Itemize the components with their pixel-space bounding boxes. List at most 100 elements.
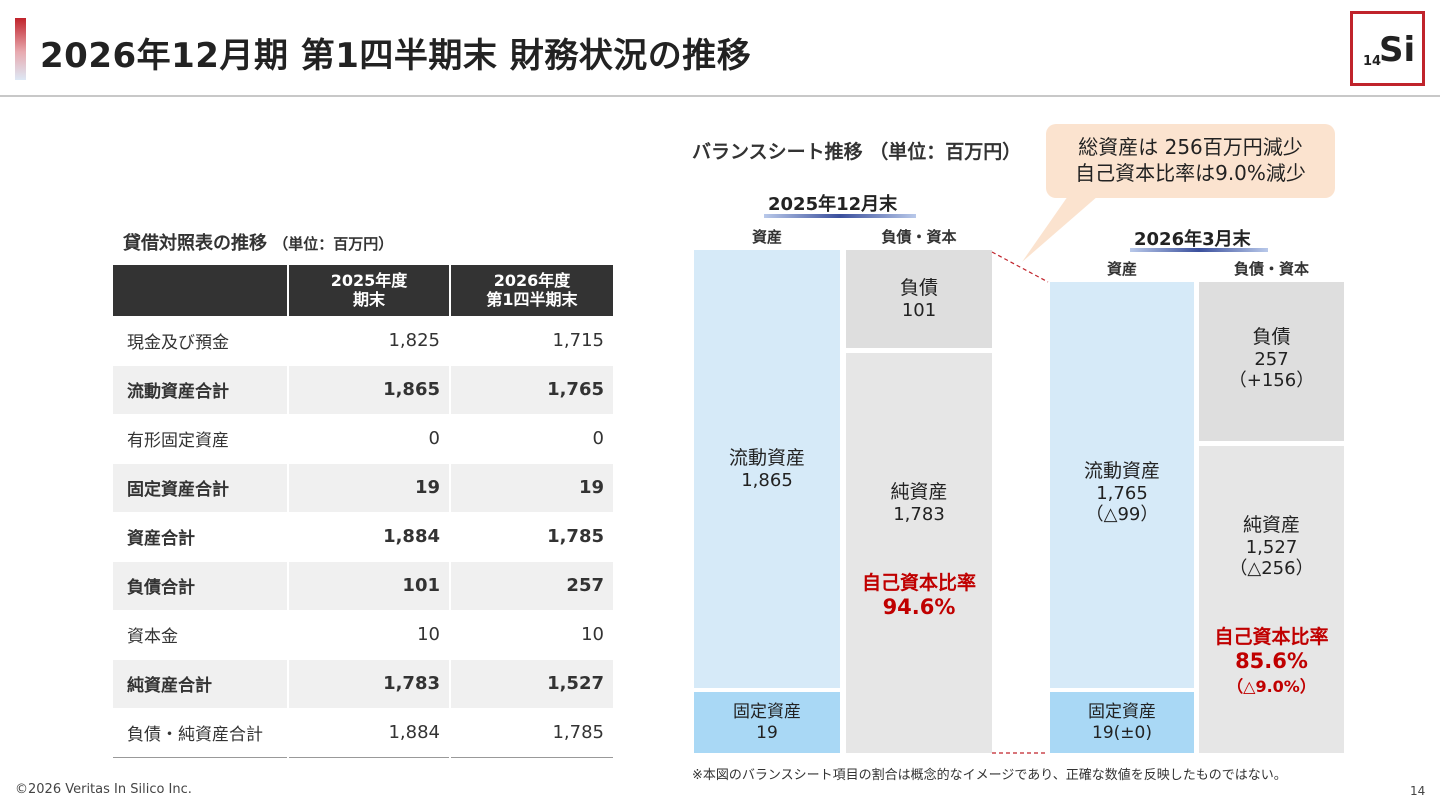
- table-row: 流動資産合計 1,865 1,765: [113, 365, 613, 415]
- balance-table-title: 貸借対照表の推移 （単位：百万円）: [123, 229, 393, 255]
- balance-table-unit: （単位：百万円）: [273, 235, 394, 253]
- row-value-fy2026q1: 257: [449, 561, 613, 611]
- row-value-fy2025: 1,783: [287, 659, 450, 709]
- table-row: 固定資産合計 19 19: [113, 463, 613, 513]
- company-logo: 14 Si: [1350, 11, 1425, 86]
- row-value-fy2025: 1,884: [287, 708, 450, 758]
- current-assets-change: （△99）: [1085, 504, 1159, 526]
- row-value-fy2025: 101: [287, 561, 450, 611]
- logo-symbol: Si: [1379, 30, 1416, 70]
- callout-line-equity-ratio: 自己資本比率は9.0%減少: [1075, 161, 1306, 185]
- row-label: 負債合計: [113, 561, 288, 611]
- net-assets-block-2026: 純資産 1,527 （△256）: [1199, 446, 1344, 753]
- net-assets-value: 1,527: [1245, 536, 1298, 558]
- period-label-2026-03: 2026年3月末: [1134, 229, 1251, 250]
- liabilities-name: 負債: [899, 276, 938, 299]
- fixed-assets-value: 19(±0): [1092, 722, 1152, 743]
- row-value-fy2025: 1,825: [287, 316, 450, 366]
- net-assets-change: （△256）: [1229, 558, 1314, 580]
- row-label: 流動資産合計: [113, 365, 288, 415]
- period-underline-2025-12: [764, 214, 916, 218]
- net-assets-name: 純資産: [1242, 514, 1300, 536]
- current-assets-name: 流動資産: [1083, 460, 1160, 482]
- balance-table-title-text: 貸借対照表の推移: [123, 233, 267, 254]
- current-assets-value: 1,865: [741, 469, 793, 491]
- equity-ratio-2025: 自己資本比率 94.6%: [846, 568, 992, 619]
- net-assets-value: 1,783: [893, 503, 945, 525]
- net-assets-block-2025: 純資産 1,783: [846, 353, 992, 753]
- table-row: 負債合計 101 257: [113, 561, 613, 611]
- row-value-fy2025: 1,865: [287, 365, 450, 415]
- copyright: ©2026 Veritas In Silico Inc.: [15, 782, 192, 797]
- page-number: 14: [1410, 784, 1426, 798]
- fixed-assets-name: 固定資産: [733, 702, 801, 723]
- row-value-fy2026q1: 19: [449, 463, 613, 513]
- net-assets-name: 純資産: [890, 481, 948, 503]
- column-header-liab-equity-2025: 負債・資本: [881, 228, 957, 246]
- equity-ratio-2026: 自己資本比率 85.6% （△9.0%）: [1199, 622, 1344, 697]
- table-row: 負債・純資産合計 1,884 1,785: [113, 708, 613, 758]
- page-title: 2026年12月期 第1四半期末 財務状況の推移: [40, 36, 752, 76]
- fixed-assets-block-2026: 固定資産 19(±0): [1050, 692, 1194, 753]
- row-value-fy2026q1: 1,765: [449, 365, 613, 415]
- liabilities-value: 257: [1254, 348, 1289, 370]
- table-header-fy2026q1-line2: 第1四半期末: [486, 289, 578, 309]
- current-assets-block-2026: 流動資産 1,765 （△99）: [1050, 282, 1194, 688]
- fixed-assets-value: 19: [756, 722, 778, 743]
- row-value-fy2026q1: 1,527: [449, 659, 613, 709]
- table-header-blank: [113, 265, 288, 316]
- row-value-fy2025: 19: [287, 463, 450, 513]
- chart-footnote: ※本図のバランスシート項目の割合は概念的なイメージであり、正確な数値を反映したも…: [692, 768, 1287, 783]
- row-value-fy2026q1: 1,785: [449, 512, 613, 562]
- row-value-fy2025: 0: [287, 414, 450, 464]
- equity-ratio-value: 94.6%: [882, 595, 956, 619]
- fixed-assets-block-2025: 固定資産 19: [694, 692, 840, 753]
- summary-callout: 総資産は 256百万円減少 自己資本比率は9.0%減少: [1046, 124, 1335, 198]
- row-value-fy2025: 10: [287, 610, 450, 660]
- current-assets-block-2025: 流動資産 1,865: [694, 250, 840, 688]
- column-header-liab-equity-2026: 負債・資本: [1233, 260, 1309, 278]
- equity-ratio-label: 自己資本比率: [861, 572, 976, 594]
- equity-ratio-label: 自己資本比率: [1214, 626, 1329, 648]
- table-header-row: 2025年度 期末 2026年度 第1四半期末: [113, 265, 613, 316]
- liabilities-block-2025: 負債 101: [846, 250, 992, 348]
- table-row: 現金及び預金 1,825 1,715: [113, 316, 613, 366]
- liabilities-value: 101: [901, 299, 937, 321]
- table-header-fy2026q1: 2026年度 第1四半期末: [449, 265, 613, 316]
- row-label: 有形固定資産: [113, 414, 288, 464]
- table-row: 純資産合計 1,783 1,527: [113, 659, 613, 709]
- liabilities-block-2026: 負債 257 （+156）: [1199, 282, 1344, 441]
- row-value-fy2025: 1,884: [287, 512, 450, 562]
- title-accent-bar: [15, 18, 26, 80]
- liabilities-name: 負債: [1252, 326, 1291, 348]
- callout-line-total-assets: 総資産は 256百万円減少: [1078, 135, 1303, 159]
- row-label: 資本金: [113, 610, 288, 660]
- liabilities-change: （+156）: [1228, 370, 1315, 392]
- logo-subscript: 14: [1363, 54, 1382, 69]
- table-row: 資本金 10 10: [113, 610, 613, 660]
- table-row: 有形固定資産 0 0: [113, 414, 613, 464]
- row-label: 負債・純資産合計: [113, 708, 288, 758]
- current-assets-name: 流動資産: [728, 446, 805, 469]
- table-header-fy2025-line2: 期末: [352, 289, 385, 309]
- equity-ratio-value: 85.6%: [1235, 649, 1308, 673]
- row-value-fy2026q1: 1,715: [449, 316, 613, 366]
- title-divider: [0, 95, 1440, 97]
- row-value-fy2026q1: 0: [449, 414, 613, 464]
- period-label-2025-12: 2025年12月末: [768, 194, 898, 215]
- table-header-fy2025: 2025年度 期末: [287, 265, 450, 316]
- current-assets-value: 1,765: [1096, 482, 1148, 504]
- row-value-fy2026q1: 1,785: [449, 708, 613, 758]
- column-header-assets-2025: 資産: [751, 228, 782, 246]
- table-header-fy2026q1-line1: 2026年度: [493, 271, 571, 291]
- row-label: 固定資産合計: [113, 463, 288, 513]
- equity-ratio-change: （△9.0%）: [1227, 677, 1316, 696]
- row-value-fy2026q1: 10: [449, 610, 613, 660]
- row-label: 現金及び預金: [113, 316, 288, 366]
- row-label: 資産合計: [113, 512, 288, 562]
- balance-sheet-table: 2025年度 期末 2026年度 第1四半期末 現金及び預金 1,825 1,7…: [113, 265, 613, 758]
- chart-title: バランスシート推移 （単位：百万円）: [692, 141, 1022, 163]
- row-label: 純資産合計: [113, 659, 288, 709]
- column-header-assets-2026: 資産: [1106, 260, 1137, 278]
- period-underline-2026-03: [1130, 248, 1268, 252]
